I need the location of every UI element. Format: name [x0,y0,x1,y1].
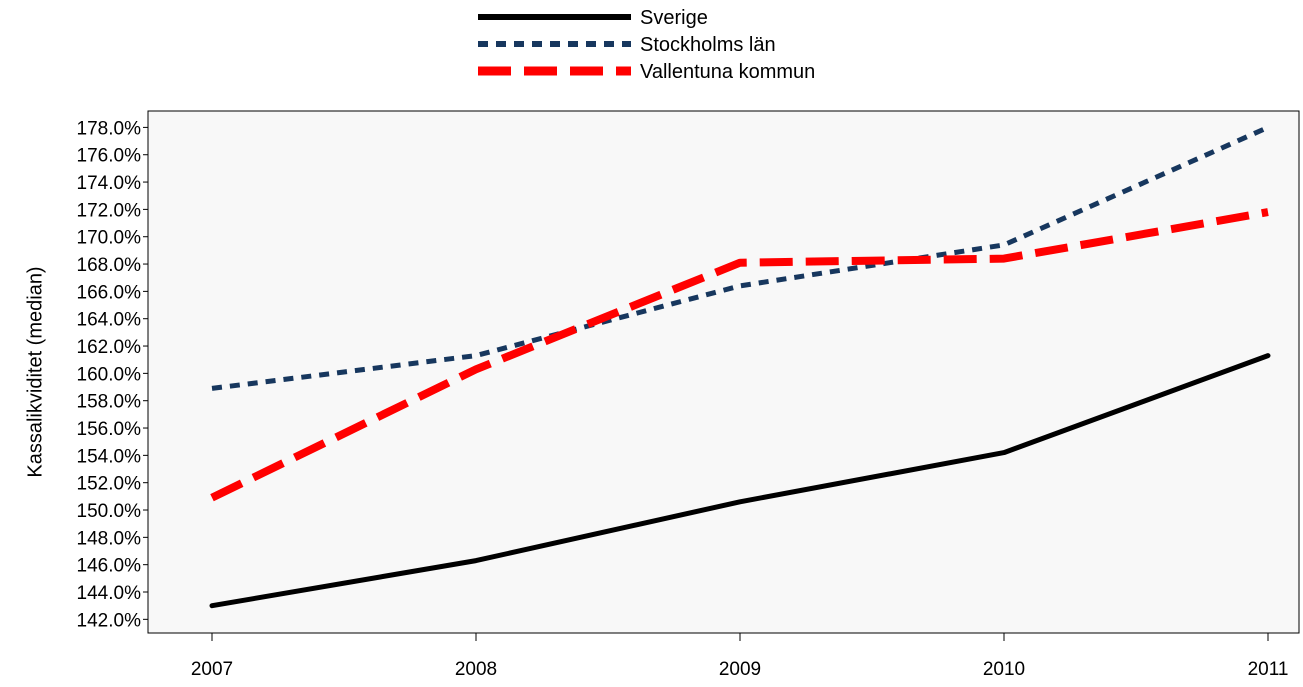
series-layer [209,125,1271,609]
x-tick-label: 2008 [455,659,497,680]
x-tick-label: 2011 [1248,659,1289,680]
y-axis: 142.0% 144.0% 146.0% 148.0% 150.0% 152.0% 154.… [77,118,148,631]
legend-label-0: Sverige [640,7,708,29]
y-tick-label: 156.0% [77,419,142,440]
series-line-2 [210,208,1269,502]
y-tick-label: 160.0% [77,364,142,385]
y-tick-label: 148.0% [77,528,142,549]
y-tick-label: 146.0% [77,556,142,577]
x-tick-label: 2007 [191,659,233,680]
legend-label-1: Stockholms län [640,34,776,56]
y-tick-label: 164.0% [77,310,142,331]
y-tick-label: 152.0% [77,474,142,495]
y-tick-label: 172.0% [77,200,142,221]
y-tick-label: 178.0% [77,118,142,139]
y-tick-label: 150.0% [77,501,142,522]
x-tick-label: 2010 [983,659,1025,680]
legend: Sverige Stockholms län Vallentuna kommun [478,7,815,83]
series-line-1 [211,125,1270,391]
y-tick-label: 154.0% [77,446,142,467]
y-tick-label: 158.0% [77,392,142,413]
series-line-0 [209,353,1271,609]
y-tick-label: 144.0% [77,583,142,604]
legend-label-2: Vallentuna kommun [640,61,815,83]
x-axis: 2007 2008 2009 2010 2011 [191,633,1289,680]
y-tick-label: 162.0% [77,337,142,358]
y-tick-label: 166.0% [77,282,142,303]
y-axis-title: Kassalikviditet (median) [24,266,46,477]
y-tick-label: 170.0% [77,228,142,249]
y-tick-label: 174.0% [77,173,142,194]
y-tick-label: 142.0% [77,610,142,631]
y-tick-label: 176.0% [77,146,142,167]
y-tick-label: 168.0% [77,255,142,276]
x-tick-label: 2009 [719,659,761,680]
